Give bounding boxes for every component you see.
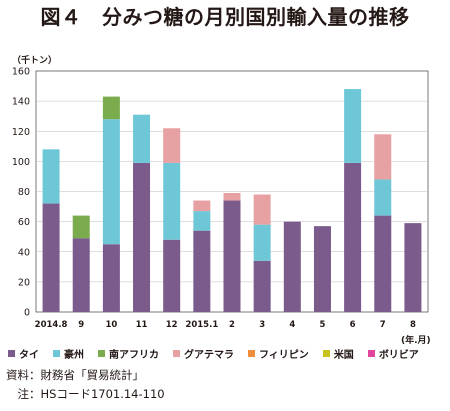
bar-segment [163, 239, 181, 312]
bar-segment [133, 114, 151, 163]
note-line: 注：HSコード1701.14-110 [6, 387, 165, 401]
y-tick-label: 0 [24, 308, 30, 319]
legend-swatch [53, 349, 60, 357]
bar-segment [42, 149, 60, 204]
bar-segment [193, 211, 211, 231]
legend: タイ 豪州 南アフリカ グアテマラ フィリピン 米国 ボリビア [8, 345, 448, 361]
bar-segment [42, 203, 60, 312]
x-tick-label: 2015.1 [185, 320, 218, 330]
legend-label: 米国 [333, 349, 354, 361]
x-tick-label: 6 [350, 320, 356, 330]
bar-segment [253, 224, 271, 261]
legend-label: タイ [19, 349, 39, 361]
x-tick-label: 5 [320, 320, 326, 330]
legend-swatch [8, 349, 15, 357]
legend-label: 南アフリカ [109, 349, 159, 361]
bars [42, 89, 422, 312]
legend-item: タイ [8, 346, 39, 361]
legend-swatch [367, 349, 375, 357]
bar-segment [193, 200, 211, 212]
bar-segment [102, 96, 120, 120]
source-line: 資料：財務省「貿易統計」 [6, 368, 144, 382]
x-tick-label: 4 [289, 320, 295, 330]
legend-item: フィリピン [248, 346, 309, 361]
x-tick-label: 3 [259, 320, 265, 330]
y-axis-label: （千トン） [12, 56, 58, 66]
chart-title: 図４ 分みつ糖の月別国別輸入量の推移 [40, 5, 410, 29]
y-tick-label: 140 [12, 97, 30, 108]
legend-label: グアテマラ [184, 349, 234, 361]
bar-segment [72, 215, 90, 239]
x-tick-label: 2014.8 [35, 320, 68, 330]
y-tick-label: 120 [12, 127, 30, 138]
y-tick-labels: 0 20 40 60 80 100 120 140 160 [12, 67, 30, 319]
legend-label: フィリピン [259, 349, 309, 361]
legend-item: グアテマラ [173, 346, 234, 361]
x-tick-label: 8 [410, 320, 416, 330]
y-tick-label: 100 [12, 157, 30, 168]
bar-segment [313, 226, 331, 312]
bar-segment [163, 128, 181, 163]
bar-segment [404, 223, 422, 312]
legend-item: 豪州 [53, 346, 84, 361]
y-tick-label: 160 [12, 67, 30, 78]
legend-item: ボリビア [367, 346, 419, 361]
bar-segment [72, 238, 90, 312]
bar-segment [133, 162, 151, 312]
y-tick-label: 60 [18, 217, 30, 228]
bar-segment [163, 162, 181, 240]
legend-swatch [98, 349, 105, 357]
x-tick-label: 12 [166, 320, 178, 330]
x-tick-labels: 2014.8 9 10 11 12 2015.1 2 3 4 5 6 7 8 [35, 320, 416, 330]
x-tick-label: 10 [105, 320, 117, 330]
x-tick-label: 2 [229, 320, 235, 330]
x-axis-label: (年.月) [401, 336, 431, 346]
bar-segment [193, 230, 211, 312]
bar-segment [344, 162, 362, 312]
legend-swatch [173, 349, 180, 357]
source-notes: 資料：財務省「貿易統計」 注：HSコード1701.14-110 [6, 366, 165, 404]
legend-label: ボリビア [378, 349, 419, 361]
y-tick-label: 40 [18, 247, 30, 258]
legend-label: 豪州 [64, 349, 84, 361]
legend-swatch [322, 349, 330, 357]
bar-segment [374, 134, 392, 180]
x-tick-label: 7 [380, 320, 386, 330]
legend-item: 南アフリカ [98, 346, 159, 361]
bar-segment [374, 215, 392, 312]
bar-segment [223, 193, 241, 201]
chart-plot: 0 20 40 60 80 100 120 140 160 2014.8 9 10 11 12 2015.… [12, 67, 429, 330]
y-tick-label: 80 [18, 187, 30, 198]
x-tick-label: 11 [136, 320, 148, 330]
bar-segment [344, 89, 362, 163]
bar-segment [283, 221, 301, 312]
bar-segment [253, 260, 271, 312]
bar-segment [253, 194, 271, 225]
bar-segment [374, 179, 392, 216]
legend-swatch [248, 349, 255, 357]
legend-item: 米国 [322, 346, 354, 361]
bar-segment [223, 200, 241, 312]
x-tick-label: 9 [78, 320, 84, 330]
y-tick-label: 20 [18, 277, 30, 288]
bar-segment [102, 119, 120, 245]
bar-segment [102, 244, 120, 312]
